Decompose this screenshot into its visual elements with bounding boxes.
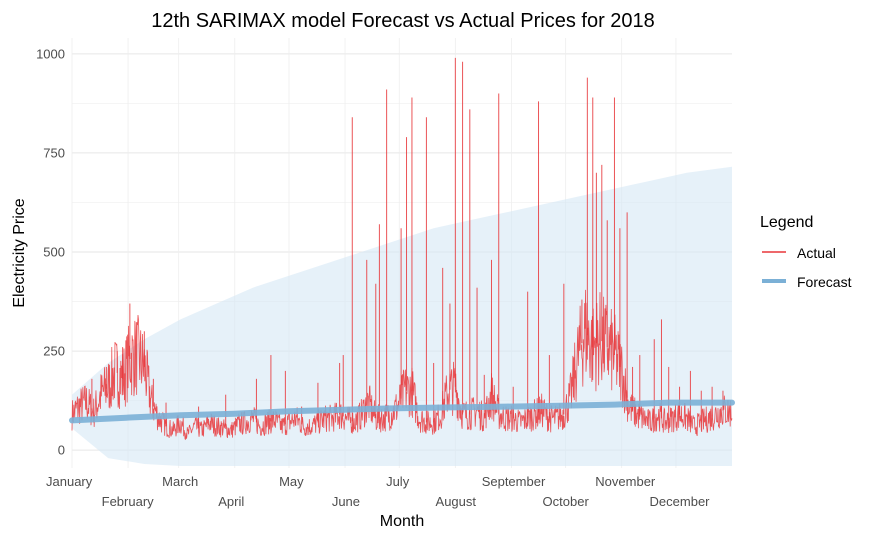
x-tick-label: April [218,494,244,509]
x-tick-label: August [436,494,477,509]
x-tick-label: July [386,474,410,489]
y-axis-ticks: 0 250 500 750 1000 [36,46,65,457]
y-axis-title: Electricity Price [11,198,28,307]
x-tick-label: December [650,494,711,509]
y-tick-label: 1000 [36,46,65,61]
y-tick-label: 500 [43,245,65,260]
forecast-line [69,399,735,424]
y-tick-label: 250 [43,344,65,359]
forecast-interval-area [72,166,732,467]
actual-series [71,57,733,441]
plot-area [69,38,735,468]
actual-line [71,289,733,441]
chart-title: 12th SARIMAX model Forecast vs Actual Pr… [151,10,655,32]
forecast-series [69,399,735,424]
x-tick-label: November [595,474,656,489]
x-tick-label: January [46,474,93,489]
x-tick-label: May [279,474,304,489]
y-tick-label: 750 [43,145,65,160]
x-tick-label: February [102,494,155,509]
x-axis-title: Month [380,513,424,530]
x-axis-ticks: January February March April May June July Augu… [46,474,710,509]
forecast-interval-ribbon [72,166,732,467]
x-tick-label: October [543,494,590,509]
legend-label-forecast: Forecast [797,274,852,290]
legend: Legend Actual Forecast [760,214,852,290]
legend-title: Legend [760,214,813,231]
x-tick-label: March [162,474,198,489]
x-tick-label: September [482,474,546,489]
y-tick-label: 0 [58,443,65,458]
x-tick-label: June [332,494,360,509]
legend-label-actual: Actual [797,245,836,261]
